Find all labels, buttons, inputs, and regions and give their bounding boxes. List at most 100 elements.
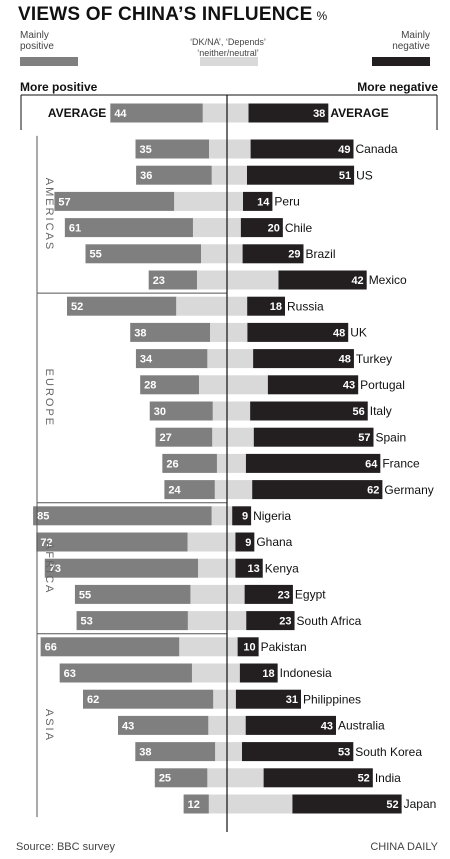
country-label: Germany: [384, 483, 433, 497]
negative-bar: [239, 663, 278, 683]
neutral-bar-right: [227, 218, 241, 238]
negative-value-label: 62: [367, 485, 379, 497]
negative-bar: [247, 296, 285, 316]
chart-title: VIEWS OF CHINA’S INFLUENCE%: [18, 4, 327, 26]
negative-bar: [240, 218, 283, 238]
negative-value-label: 14: [257, 196, 270, 208]
region-label: ASIA: [43, 709, 55, 742]
neutral-bar-left: [207, 768, 227, 788]
negative-value-label: 29: [288, 249, 300, 261]
positive-value-label: 62: [87, 694, 99, 706]
neutral-bar-right: [227, 453, 246, 473]
positive-bar: [135, 139, 209, 159]
positive-value-label: 12: [188, 799, 200, 811]
country-label: Australia: [338, 719, 385, 733]
country-label: South Korea: [355, 745, 422, 759]
positive-value-label: 38: [139, 747, 151, 759]
neutral-bar-left: [214, 480, 227, 500]
neutral-bar-right: [227, 427, 254, 447]
negative-bar: [247, 165, 355, 185]
positive-bar: [110, 103, 203, 123]
positive-bar: [76, 611, 188, 631]
negative-value-label: 13: [247, 563, 259, 575]
country-label: Pakistan: [261, 640, 307, 654]
positive-bar: [149, 401, 213, 421]
legend-positive-swatch: [20, 57, 78, 66]
negative-value-label: 57: [358, 432, 370, 444]
positive-value-label: 24: [168, 485, 181, 497]
negative-bar: [250, 401, 368, 421]
neutral-bar-right: [227, 742, 243, 762]
neutral-bar-right: [227, 794, 293, 814]
negative-value-label: 38: [313, 108, 325, 120]
positive-bar: [85, 244, 201, 264]
positive-value-label: 43: [122, 720, 134, 732]
negative-bar: [250, 139, 354, 159]
negative-bar: [263, 768, 373, 788]
positive-bar: [36, 532, 188, 552]
country-label: Kenya: [265, 561, 299, 575]
neutral-bar-right: [227, 165, 248, 185]
neutral-bar-right: [227, 480, 253, 500]
negative-value-label: 56: [352, 406, 364, 418]
neutral-bar-left: [212, 427, 227, 447]
neutral-bar-left: [213, 689, 227, 709]
negative-bar: [253, 349, 354, 369]
country-label: US: [356, 168, 373, 182]
neutral-bar-right: [227, 349, 254, 369]
negative-bar: [247, 322, 349, 342]
country-label: France: [382, 457, 420, 471]
positive-value-label: 55: [79, 589, 91, 601]
negative-value-label: 53: [338, 747, 350, 759]
negative-bar: [235, 558, 263, 578]
neutral-bar-right: [227, 584, 245, 604]
negative-bar: [232, 506, 252, 526]
country-label: Japan: [404, 797, 437, 811]
country-label: Ghana: [256, 535, 292, 549]
negative-value-label: 43: [321, 720, 333, 732]
negative-value-label: 52: [386, 799, 398, 811]
country-label: Italy: [370, 404, 392, 418]
country-label: South Africa: [297, 614, 362, 628]
negative-value-label: 43: [343, 380, 355, 392]
country-label: Nigeria: [253, 509, 291, 523]
negative-value-label: 23: [278, 589, 290, 601]
average-label: AVERAGE: [330, 106, 388, 120]
negative-bar: [246, 611, 295, 631]
positive-value-label: 25: [159, 773, 171, 785]
neutral-bar-right: [227, 558, 236, 578]
neutral-bar-right: [227, 506, 233, 526]
negative-bar: [242, 742, 354, 762]
positive-bar: [148, 270, 197, 290]
positive-value-label: 61: [69, 223, 81, 235]
neutral-bar-right: [227, 637, 238, 657]
neutral-bar-left: [176, 296, 227, 316]
negative-bar: [292, 794, 402, 814]
source-note: Source: BBC survey: [16, 841, 116, 853]
country-label: Chile: [285, 221, 313, 235]
region-label: AFRICA: [43, 542, 55, 594]
negative-bar: [244, 584, 293, 604]
negative-value-label: 18: [270, 301, 282, 313]
negative-value-label: 48: [333, 327, 345, 339]
neutral-bar-left: [198, 375, 227, 395]
region-label: AMERICAS: [43, 178, 55, 251]
negative-bar: [242, 244, 304, 264]
neutral-bar-left: [210, 322, 227, 342]
negative-value-label: 31: [286, 694, 298, 706]
country-label: Mexico: [369, 273, 407, 287]
positive-bar: [33, 506, 212, 526]
positive-bar: [44, 558, 199, 578]
neutral-bar-right: [227, 244, 243, 264]
neutral-bar-left: [187, 611, 227, 631]
country-label: Egypt: [295, 588, 326, 602]
negative-bar: [235, 532, 255, 552]
negative-bar: [253, 427, 374, 447]
credit-note: CHINA DAILY: [370, 841, 438, 853]
negative-bar: [248, 103, 329, 123]
negative-bar: [235, 689, 301, 709]
positive-value-label: 28: [144, 380, 156, 392]
country-label: Peru: [274, 195, 299, 209]
neutral-bar-right: [227, 375, 268, 395]
negative-bar: [243, 191, 273, 211]
